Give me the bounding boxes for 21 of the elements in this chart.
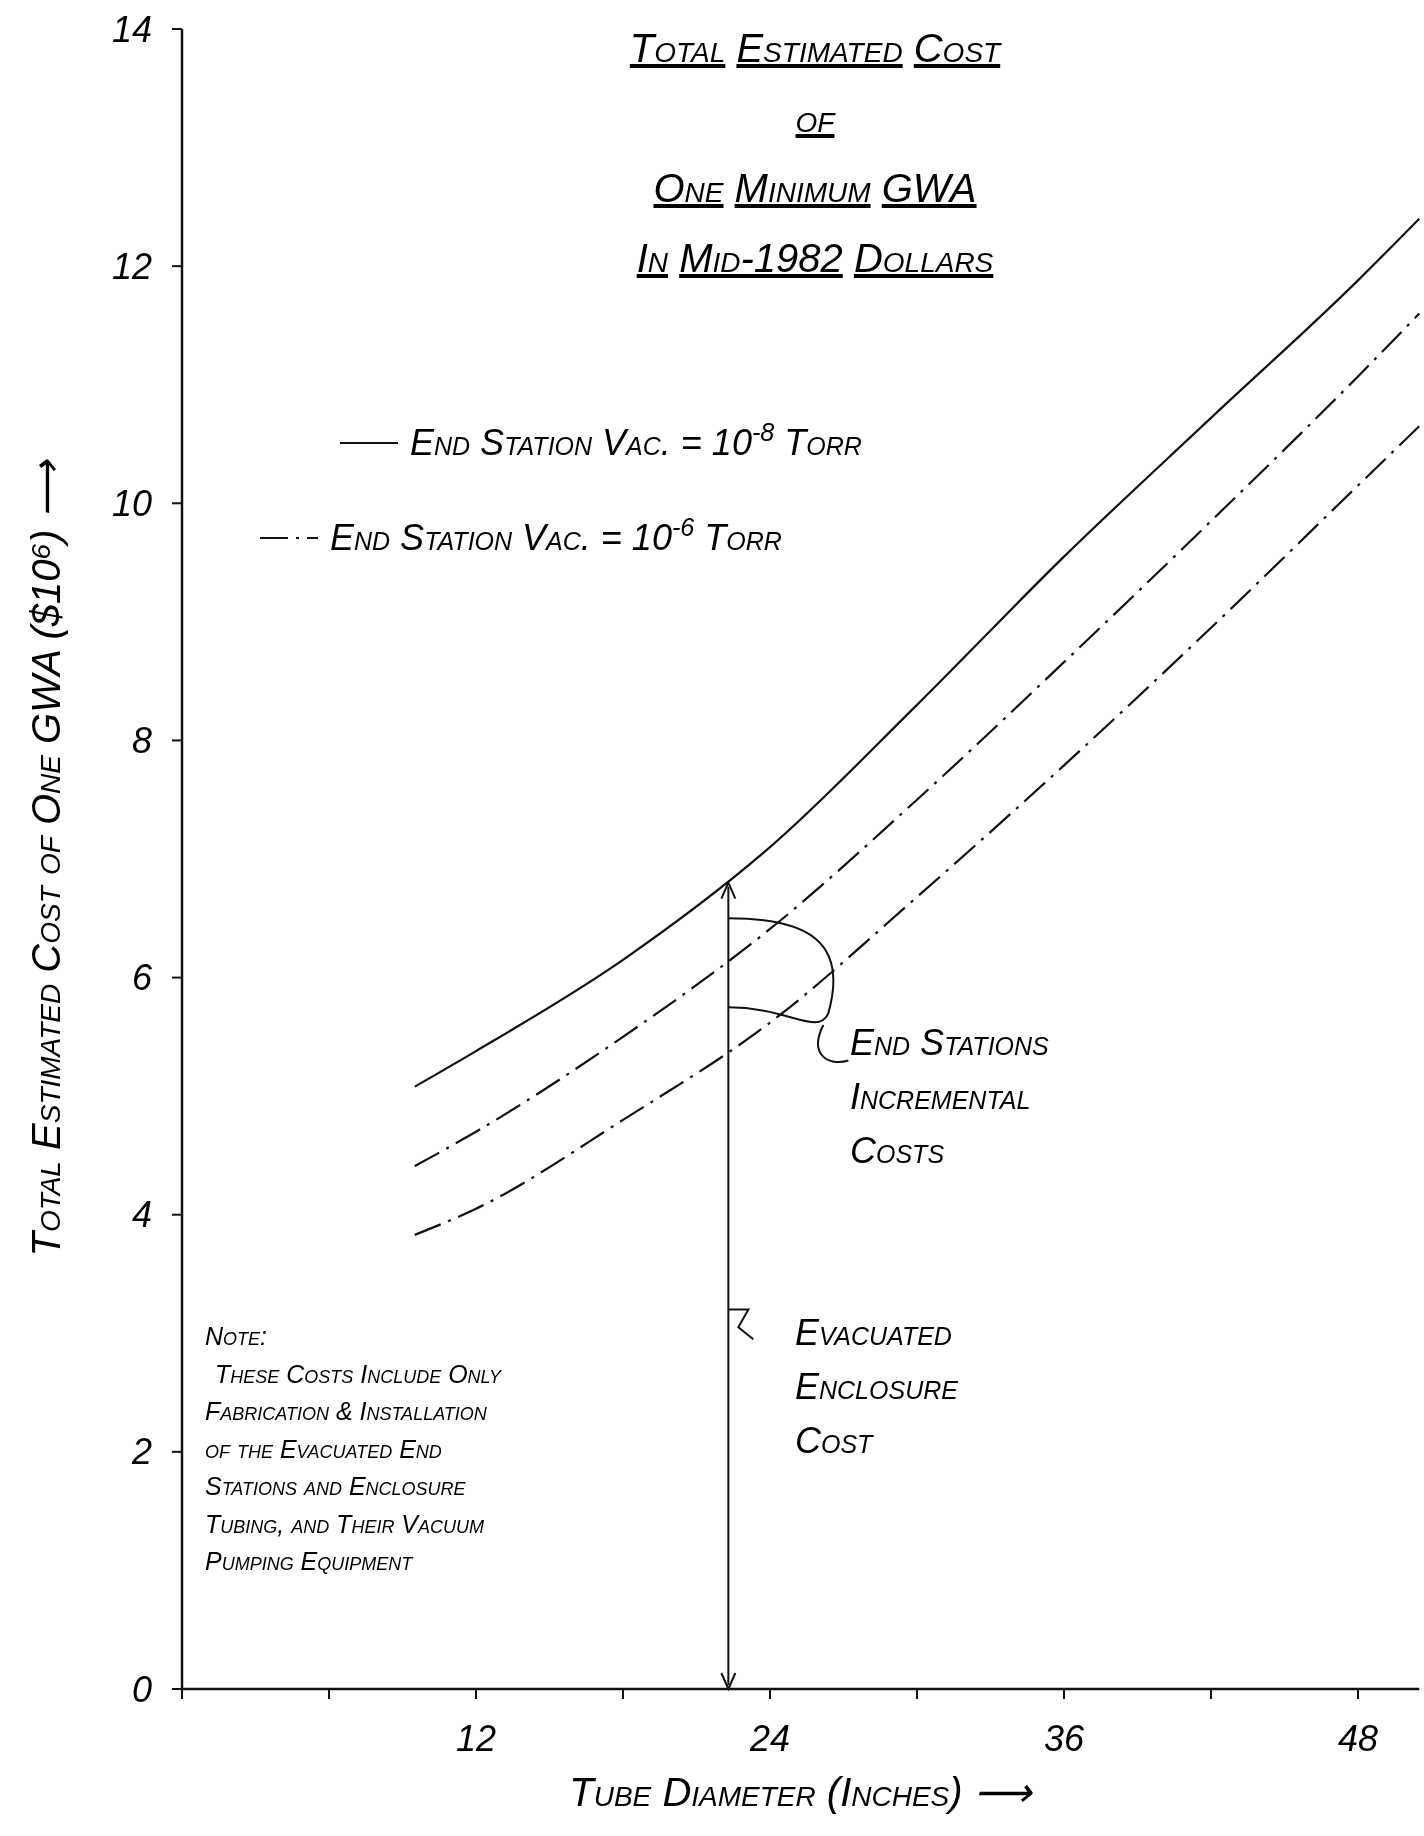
legend-label: End Station Vac. = 10$^{-6}$ Torr bbox=[330, 513, 782, 558]
y-tick-label: 2 bbox=[130, 1431, 152, 1473]
y-tick-label: 14 bbox=[111, 8, 152, 50]
y-tick-label: 4 bbox=[131, 1194, 152, 1236]
legend-label: End Station Vac. = 10$^{-8}$ Torr bbox=[410, 418, 862, 463]
y-axis-title: Total Estimated Cost of One GWA ($10⁶) ⟶ bbox=[24, 459, 68, 1257]
annotation: End Stations Incremental Costs bbox=[850, 1022, 1050, 1171]
x-tick-label: 36 bbox=[1043, 1718, 1085, 1759]
y-tick-label: 8 bbox=[131, 720, 152, 762]
x-tick-label: 12 bbox=[455, 1718, 497, 1759]
x-tick-label: 24 bbox=[748, 1718, 791, 1759]
y-tick-label: 12 bbox=[111, 245, 152, 287]
y-tick-label: 6 bbox=[131, 957, 153, 999]
x-tick-label: 48 bbox=[1337, 1718, 1379, 1759]
x-axis-title: Tube Diameter (Inches) ⟶ bbox=[569, 1770, 1033, 1814]
text: In Mid-1982 Dollars bbox=[636, 236, 994, 280]
chart-title: Total Estimated Cost of One Minimum GWA bbox=[629, 26, 1001, 210]
annotation: Note: These Costs Include Only Fabrication & Installation of the Evacuated End Stations and Enclosure Tubing, and Their Vacuum Pumping Equipment bbox=[205, 1322, 503, 1575]
y-tick-label: 0 bbox=[131, 1668, 152, 1710]
annotation: Evacuated Enclosure Cost bbox=[795, 1312, 959, 1461]
y-tick-label: 10 bbox=[111, 482, 152, 524]
